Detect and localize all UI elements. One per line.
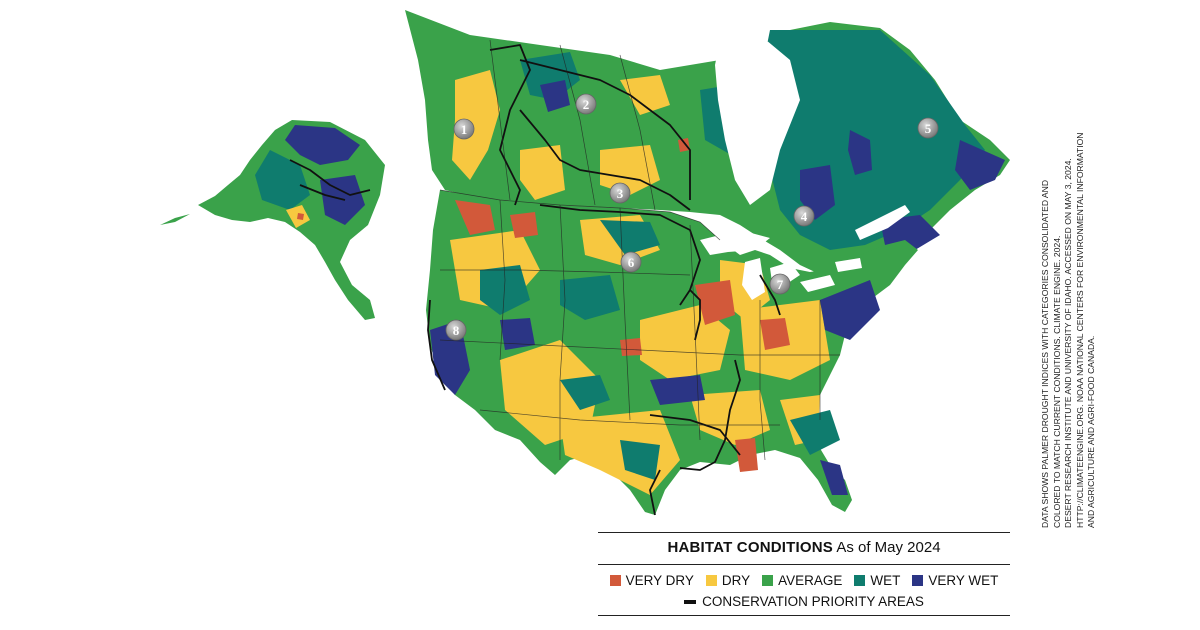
legend-date: As of May 2024 — [836, 539, 941, 556]
svg-text:7: 7 — [777, 277, 784, 292]
conservation-line-swatch — [684, 599, 697, 604]
svg-text:2: 2 — [583, 97, 590, 112]
legend-label: WET — [870, 573, 901, 588]
legend-title-text: HABITAT CONDITIONS — [667, 539, 833, 556]
source-line: COLORED TO MATCH CURRENT CONDITIONS. CLI… — [1051, 235, 1062, 528]
marker-6: 6 — [620, 251, 642, 273]
legend-label: DRY — [721, 573, 751, 588]
swatch-average — [762, 575, 774, 586]
svg-text:4: 4 — [801, 209, 808, 224]
swatch-very-dry — [609, 575, 621, 586]
marker-4: 4 — [793, 205, 815, 227]
legend-categories: VERY DRY DRY AVERAGE WET VERY WET — [598, 565, 1010, 592]
marker-7: 7 — [769, 273, 791, 295]
svg-text:1: 1 — [461, 122, 468, 137]
legend-label: VERY DRY — [625, 573, 694, 588]
legend-divider — [598, 564, 1010, 565]
conservation-priority-areas — [289, 44, 781, 516]
svg-text:5: 5 — [925, 121, 932, 136]
source-note: DATA SHOWS PALMER DROUGHT INDICES WITH C… — [1040, 128, 1098, 528]
legend-item-very-dry: VERY DRY — [609, 573, 694, 588]
great-lakes — [700, 230, 862, 300]
swatch-wet — [854, 575, 866, 586]
legend-item-very-wet: VERY WET — [912, 573, 998, 588]
svg-text:8: 8 — [453, 323, 460, 338]
marker-1: 1 — [453, 118, 475, 140]
legend-title: HABITAT CONDITIONS As of May 2024 — [598, 533, 1010, 564]
legend-line-label: CONSERVATION PRIORITY AREAS — [702, 594, 924, 609]
legend-label: VERY WET — [928, 573, 999, 588]
legend-item-wet: WET — [854, 573, 900, 588]
legend-item-average: AVERAGE — [762, 573, 842, 588]
marker-5: 5 — [917, 117, 939, 139]
legend-item-dry: DRY — [705, 573, 751, 588]
source-line: HTTP://CLIMATEENGINE.ORG. NOAA NATIONAL … — [1074, 132, 1085, 528]
swatch-dry — [705, 575, 717, 586]
legend-conservation-row: CONSERVATION PRIORITY AREAS — [598, 592, 1010, 615]
marker-3: 3 — [609, 182, 631, 204]
svg-text:6: 6 — [628, 255, 635, 270]
swatch-very-wet — [912, 575, 924, 586]
marker-2: 2 — [575, 93, 597, 115]
legend-label: AVERAGE — [778, 573, 843, 588]
political-borders — [439, 39, 840, 461]
source-line: DATA SHOWS PALMER DROUGHT INDICES WITH C… — [1040, 179, 1050, 528]
source-line: DESERT RESEARCH INSTITUTE AND UNIVERSITY… — [1063, 158, 1073, 528]
source-line: AND AGRICULTURE AND AGRI-FOOD CANADA. — [1086, 335, 1096, 528]
hudson-bay — [715, 35, 800, 205]
marker-8: 8 — [445, 319, 467, 341]
svg-text:3: 3 — [617, 186, 624, 201]
alaska-region — [198, 120, 385, 320]
map-legend: HABITAT CONDITIONS As of May 2024 VERY D… — [598, 532, 1010, 616]
